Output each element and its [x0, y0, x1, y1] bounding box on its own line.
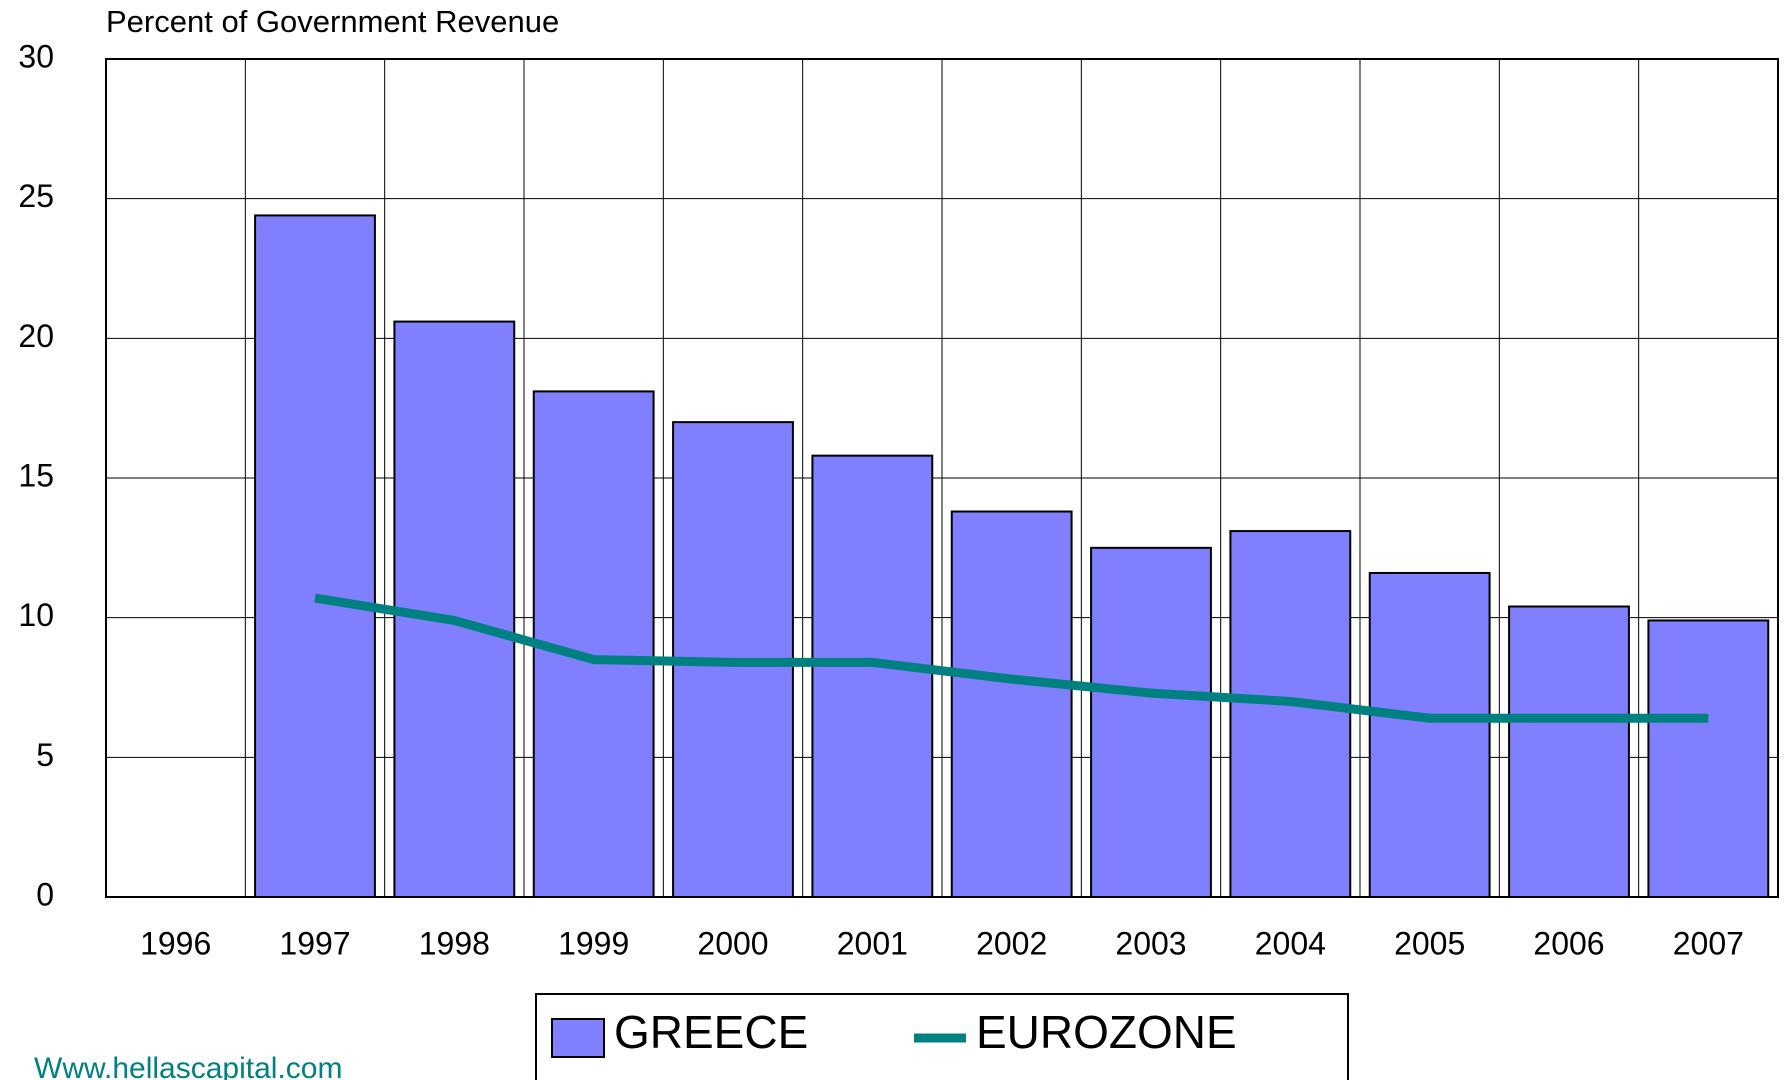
bar	[1647, 619, 1770, 899]
x-tick-label: 1999	[558, 925, 629, 961]
y-tick-label: 10	[18, 597, 54, 633]
x-tick-label: 1998	[419, 925, 490, 961]
bar	[811, 454, 934, 898]
y-tick-label: 25	[18, 178, 54, 214]
x-tick-label: 1996	[140, 925, 211, 961]
y-tick-label: 0	[36, 876, 54, 912]
bar	[950, 510, 1073, 898]
legend-swatch	[551, 1018, 605, 1058]
x-tick-label: 2004	[1255, 925, 1326, 961]
bar	[1229, 530, 1352, 898]
legend-label: GREECE	[614, 1006, 808, 1058]
bar	[1368, 571, 1491, 898]
legend-label: EUROZONE	[976, 1006, 1237, 1058]
x-tick-label: 2005	[1394, 925, 1465, 961]
y-tick-label: 20	[18, 318, 54, 354]
source: Www.hellascapital.com	[34, 1052, 342, 1080]
plot-border	[105, 58, 1779, 898]
x-tick-label: 2007	[1673, 925, 1744, 961]
bar	[393, 320, 516, 899]
x-tick-label: 2000	[697, 925, 768, 961]
x-tick-label: 2006	[1533, 925, 1604, 961]
x-tick-label: 2001	[837, 925, 908, 961]
bar	[1090, 546, 1212, 898]
y-tick-label: 30	[18, 38, 54, 74]
chart-title: Percent of Government Revenue	[106, 4, 559, 39]
bar	[1508, 605, 1630, 898]
y-tick-label: 5	[36, 737, 54, 773]
line	[314, 593, 1709, 723]
x-tick-label: 1997	[279, 925, 350, 961]
x-tick-label: 2002	[976, 925, 1047, 961]
bar	[254, 214, 376, 898]
y-tick-label: 15	[18, 457, 54, 493]
x-tick-label: 2003	[1115, 925, 1186, 961]
